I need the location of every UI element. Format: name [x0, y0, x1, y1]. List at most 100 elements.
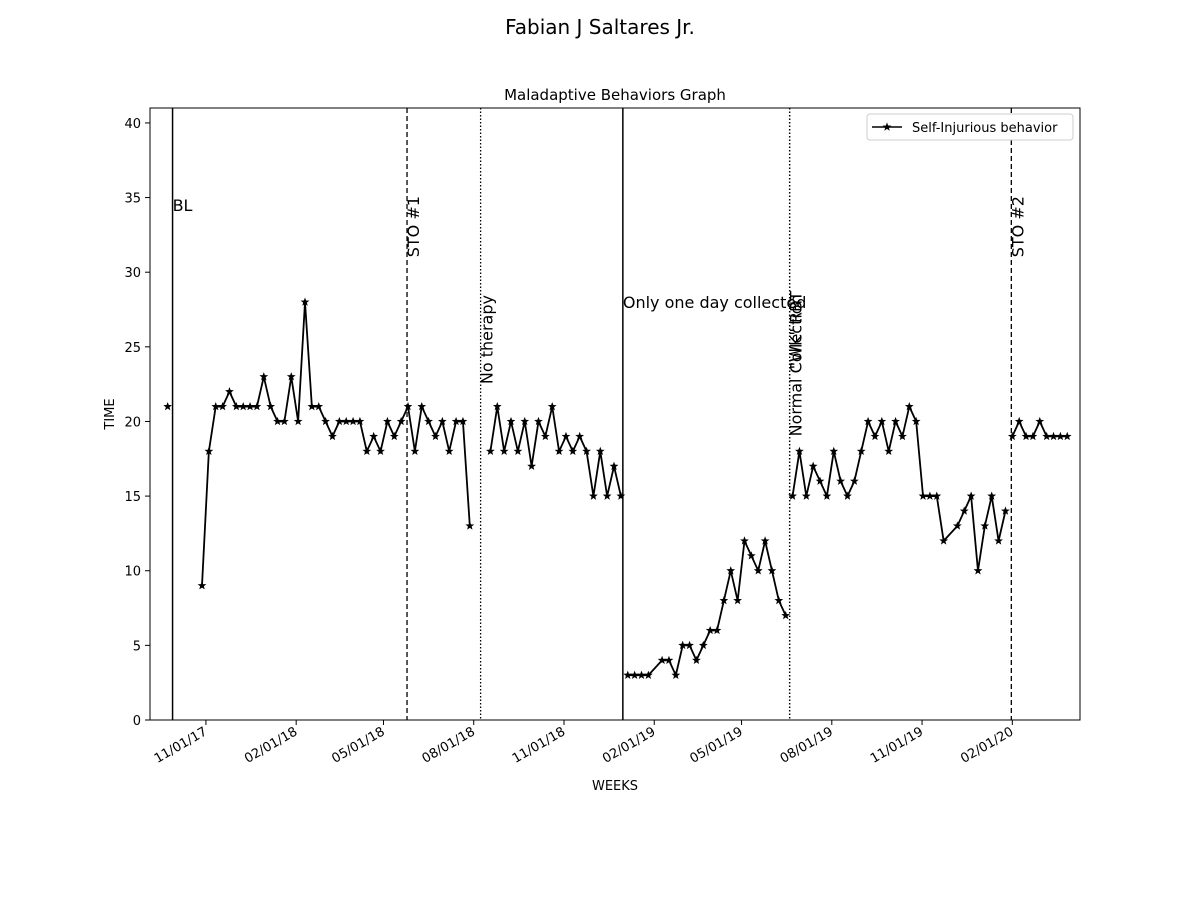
x-tick-label: 05/01/18	[329, 724, 387, 766]
data-point	[740, 536, 749, 545]
data-point	[692, 655, 701, 665]
phase-label: "WK" RBT	[787, 291, 806, 369]
data-point	[643, 670, 653, 679]
data-point	[534, 416, 543, 426]
x-tick-label: 02/01/19	[600, 724, 658, 766]
data-point	[417, 401, 427, 411]
data-point	[300, 297, 310, 306]
data-point	[705, 625, 715, 635]
data-point	[911, 416, 921, 426]
phase-label: STO #2	[1008, 196, 1027, 257]
data-point	[829, 446, 839, 456]
legend: Self-Injurious behavior	[866, 113, 1074, 141]
data-point	[499, 446, 509, 456]
data-point	[575, 431, 585, 441]
data-point	[609, 461, 619, 470]
series-line	[489, 406, 622, 497]
data-point	[836, 476, 846, 485]
data-point	[266, 401, 276, 411]
data-point	[383, 416, 392, 426]
phase-label: Normal Collection	[787, 294, 806, 436]
data-point	[506, 416, 516, 426]
data-point	[781, 610, 791, 620]
data-point	[595, 446, 605, 456]
data-point	[355, 416, 365, 426]
data-point	[664, 655, 674, 665]
data-point	[630, 670, 639, 679]
data-point	[877, 416, 887, 426]
data-point	[561, 431, 571, 441]
x-tick-label: 11/01/17	[152, 724, 210, 766]
data-point	[1028, 431, 1038, 441]
phase-lines: BL STO #1 No therapy Only one day collected…	[171, 108, 1027, 720]
phase-label: STO #1	[404, 196, 423, 257]
series-layer	[163, 297, 1072, 679]
data-point	[554, 446, 564, 456]
data-point	[994, 536, 1003, 545]
data-point	[259, 372, 269, 381]
data-point	[637, 670, 646, 679]
y-tick-label: 25	[124, 341, 141, 356]
y-tick-label: 30	[124, 266, 141, 281]
data-point	[307, 401, 317, 411]
data-point	[328, 431, 337, 441]
data-point	[238, 401, 248, 411]
data-point	[348, 416, 358, 426]
data-point	[856, 446, 866, 456]
data-point	[966, 491, 976, 500]
data-point	[589, 491, 598, 500]
data-point	[1021, 431, 1031, 441]
phase-label: BL	[173, 196, 193, 215]
data-point	[746, 551, 756, 560]
data-point	[465, 521, 475, 530]
data-point	[204, 446, 214, 456]
data-point	[904, 401, 914, 411]
data-point	[286, 372, 296, 381]
data-point	[987, 491, 997, 500]
data-point	[808, 461, 818, 470]
data-point	[389, 431, 399, 441]
legend-marker-star-icon	[882, 122, 892, 131]
data-point	[362, 446, 372, 456]
data-point	[369, 431, 379, 441]
series-line	[201, 301, 471, 586]
series-line	[791, 403, 1007, 571]
data-point	[925, 491, 935, 500]
y-tick-label: 5	[133, 639, 141, 654]
y-tick-label: 15	[124, 490, 141, 505]
data-point	[870, 431, 880, 441]
legend-box	[866, 113, 1074, 141]
data-point	[953, 521, 962, 530]
data-point	[898, 431, 907, 441]
data-point	[293, 416, 303, 426]
data-point	[753, 566, 763, 575]
data-point	[314, 401, 324, 411]
data-point	[884, 446, 894, 456]
data-point	[458, 416, 468, 426]
data-point	[760, 536, 770, 545]
data-point	[1056, 431, 1065, 441]
data-point	[410, 446, 420, 456]
chart-title: Maladaptive Behaviors Graph	[504, 86, 726, 104]
data-point	[795, 446, 804, 456]
data-point	[197, 581, 207, 590]
y-axis-label: TIME	[103, 398, 118, 430]
data-point	[918, 491, 928, 500]
data-point	[891, 416, 900, 426]
data-point	[843, 491, 852, 500]
data-point	[280, 416, 289, 426]
x-tick-label: 08/01/18	[420, 724, 478, 766]
data-point	[492, 401, 502, 411]
data-point	[513, 446, 523, 456]
y-tick-label: 20	[124, 415, 141, 430]
data-point	[437, 416, 447, 426]
data-point	[678, 640, 688, 650]
data-point	[932, 491, 942, 500]
data-point	[863, 416, 873, 426]
data-point	[1049, 431, 1058, 441]
data-point	[225, 387, 234, 396]
data-point	[218, 401, 227, 411]
data-point	[788, 491, 797, 500]
y-tick-label: 40	[124, 117, 141, 132]
